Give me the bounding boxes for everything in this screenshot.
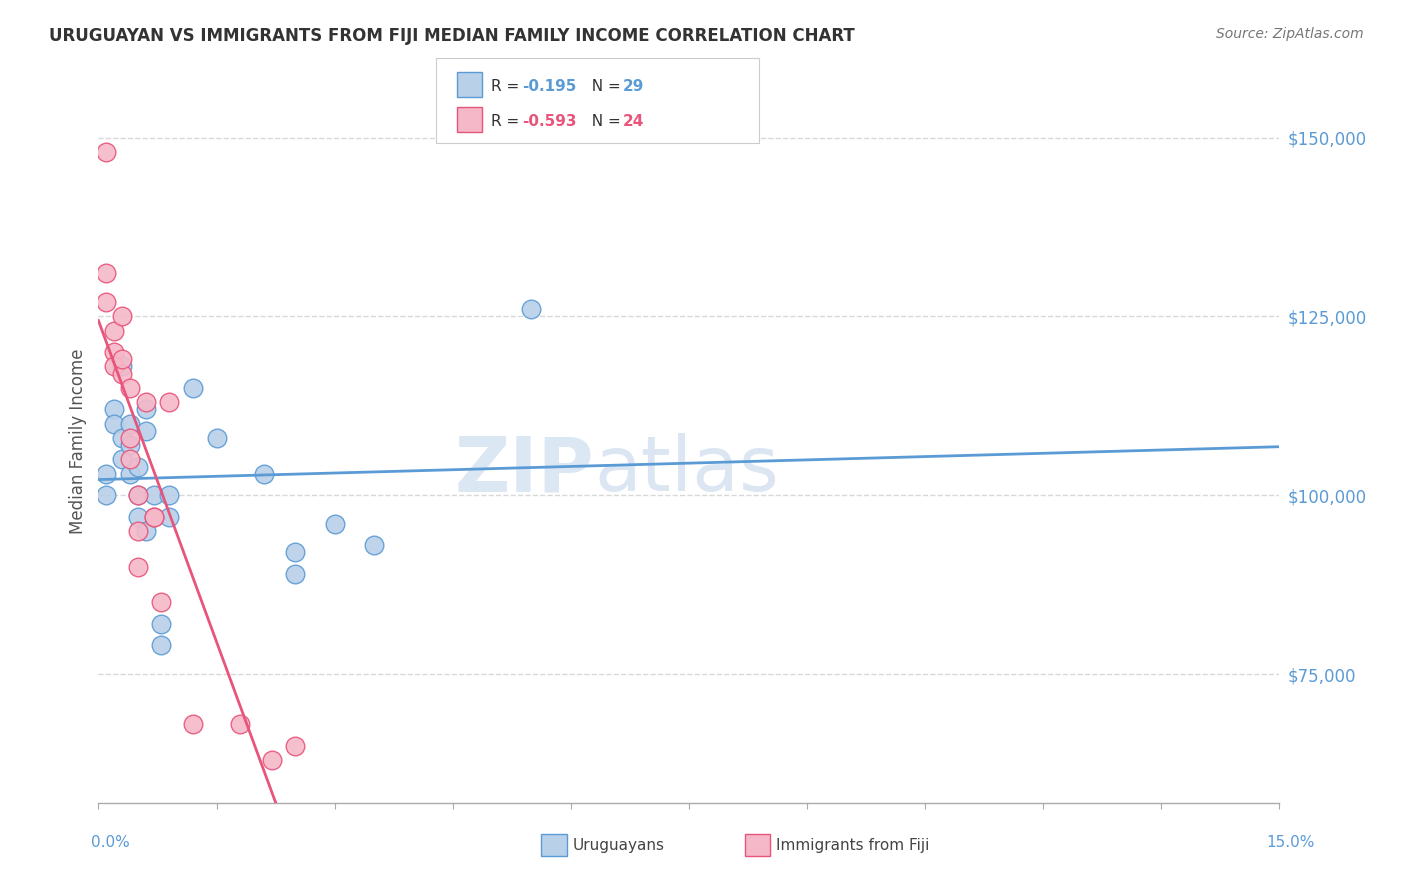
Point bbox=[127, 509, 149, 524]
Text: URUGUAYAN VS IMMIGRANTS FROM FIJI MEDIAN FAMILY INCOME CORRELATION CHART: URUGUAYAN VS IMMIGRANTS FROM FIJI MEDIAN… bbox=[49, 27, 855, 45]
Point bbox=[181, 717, 204, 731]
Point bbox=[363, 538, 385, 552]
Point bbox=[323, 516, 346, 531]
Y-axis label: Median Family Income: Median Family Income bbox=[69, 349, 87, 534]
Point bbox=[205, 431, 228, 445]
Point bbox=[127, 488, 149, 502]
Point bbox=[111, 452, 134, 467]
Text: 29: 29 bbox=[623, 79, 644, 95]
Point bbox=[103, 417, 125, 431]
Point bbox=[111, 310, 134, 324]
Text: Source: ZipAtlas.com: Source: ZipAtlas.com bbox=[1216, 27, 1364, 41]
Point bbox=[150, 595, 173, 609]
Point bbox=[127, 488, 149, 502]
Point bbox=[157, 395, 180, 409]
Point bbox=[118, 452, 141, 467]
Point bbox=[111, 367, 134, 381]
Point bbox=[111, 359, 134, 374]
Point bbox=[284, 566, 307, 581]
Point bbox=[142, 509, 165, 524]
Text: R =: R = bbox=[491, 79, 524, 95]
Point bbox=[157, 509, 180, 524]
Point bbox=[284, 545, 307, 559]
Point bbox=[135, 424, 157, 438]
Point bbox=[103, 402, 125, 417]
Point bbox=[229, 717, 252, 731]
Point bbox=[96, 467, 118, 481]
Point bbox=[111, 352, 134, 367]
Point bbox=[260, 753, 283, 767]
Text: 24: 24 bbox=[623, 114, 644, 129]
Point bbox=[142, 488, 165, 502]
Point bbox=[118, 381, 141, 395]
Point bbox=[111, 431, 134, 445]
Point bbox=[127, 524, 149, 538]
Text: 15.0%: 15.0% bbox=[1267, 836, 1315, 850]
Point bbox=[96, 145, 118, 159]
Point bbox=[142, 509, 165, 524]
Text: -0.593: -0.593 bbox=[522, 114, 576, 129]
Text: 0.0%: 0.0% bbox=[91, 836, 131, 850]
Point bbox=[96, 295, 118, 310]
Point bbox=[284, 739, 307, 753]
Text: N =: N = bbox=[582, 79, 626, 95]
Point bbox=[96, 267, 118, 281]
Text: ZIP: ZIP bbox=[456, 434, 595, 508]
Point bbox=[96, 488, 118, 502]
Point bbox=[103, 324, 125, 338]
Point bbox=[118, 417, 141, 431]
Point bbox=[103, 345, 125, 359]
Point bbox=[181, 381, 204, 395]
Point bbox=[520, 302, 543, 317]
Text: Uruguayans: Uruguayans bbox=[572, 838, 664, 853]
Point bbox=[135, 395, 157, 409]
Point bbox=[150, 639, 173, 653]
Text: -0.195: -0.195 bbox=[522, 79, 576, 95]
Point bbox=[118, 438, 141, 452]
Point bbox=[157, 488, 180, 502]
Point bbox=[150, 617, 173, 632]
Point bbox=[118, 467, 141, 481]
Point bbox=[127, 559, 149, 574]
Point bbox=[103, 359, 125, 374]
Text: Immigrants from Fiji: Immigrants from Fiji bbox=[776, 838, 929, 853]
Point bbox=[253, 467, 276, 481]
Text: R =: R = bbox=[491, 114, 524, 129]
Point bbox=[135, 524, 157, 538]
Text: N =: N = bbox=[582, 114, 626, 129]
Point bbox=[118, 431, 141, 445]
Point bbox=[135, 402, 157, 417]
Text: atlas: atlas bbox=[595, 434, 779, 508]
Point bbox=[127, 459, 149, 474]
